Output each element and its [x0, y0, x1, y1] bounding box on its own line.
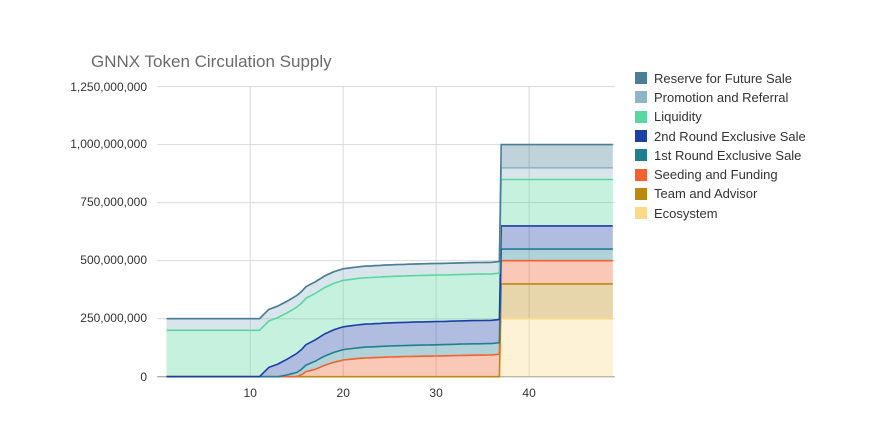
svg-text:10: 10 [244, 386, 258, 400]
svg-text:500,000,000: 500,000,000 [80, 253, 147, 267]
svg-text:1,000,000,000: 1,000,000,000 [70, 137, 147, 151]
svg-text:40: 40 [522, 386, 536, 400]
svg-text:20: 20 [337, 386, 351, 400]
svg-text:250,000,000: 250,000,000 [80, 311, 147, 325]
svg-text:30: 30 [429, 386, 443, 400]
svg-text:0: 0 [140, 370, 147, 384]
svg-text:750,000,000: 750,000,000 [80, 195, 147, 209]
svg-text:1,250,000,000: 1,250,000,000 [70, 80, 147, 94]
